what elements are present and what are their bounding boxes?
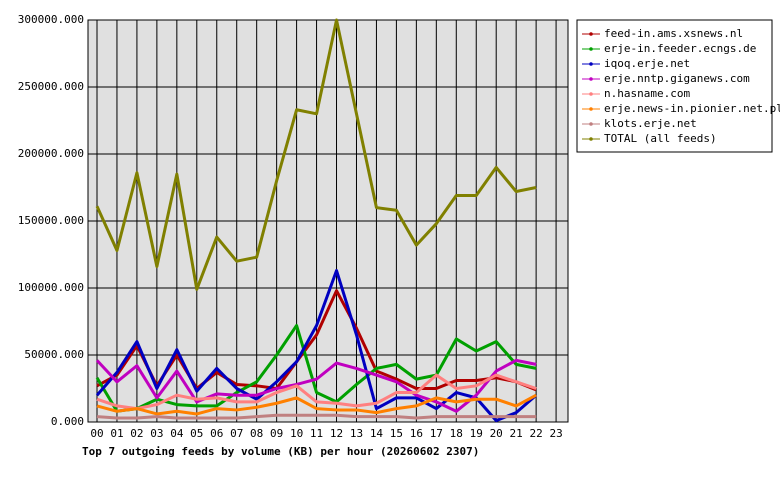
legend-label: erje.news-in.pionier.net.pl	[604, 102, 780, 115]
legend-label: erje-in.feeder.ecngs.de	[604, 42, 756, 55]
legend-label: iqoq.erje.net	[604, 57, 690, 70]
legend-dot	[589, 107, 593, 111]
x-tick-label: 02	[130, 427, 143, 440]
x-tick-label: 18	[450, 427, 463, 440]
legend-dot	[589, 77, 593, 81]
series-line	[96, 393, 537, 416]
x-tick-label: 17	[430, 427, 443, 440]
x-tick-label: 00	[90, 427, 103, 440]
y-tick-label: 100000.000	[18, 281, 84, 294]
x-tick-label: 20	[490, 427, 503, 440]
legend-label: feed-in.ams.xsnews.nl	[604, 27, 743, 40]
series-line	[95, 18, 537, 291]
y-tick-label: 300000.000	[18, 13, 84, 26]
series-line	[95, 269, 538, 423]
plot-border	[87, 19, 569, 423]
x-tick-label: 11	[310, 427, 323, 440]
x-tick-label: 05	[190, 427, 203, 440]
x-tick-label: 21	[510, 427, 523, 440]
legend-dot	[589, 122, 593, 126]
legend-box	[576, 19, 773, 153]
x-tick-label: 03	[150, 427, 163, 440]
legend-label: TOTAL (all feeds)	[604, 132, 717, 145]
series-line	[95, 324, 537, 413]
x-tick-label: 16	[410, 427, 423, 440]
legend-label: n.hasname.com	[604, 87, 690, 100]
legend-dot	[589, 92, 593, 96]
x-tick-label: 08	[250, 427, 263, 440]
x-tick-label: 13	[350, 427, 363, 440]
x-tick-label: 12	[330, 427, 343, 440]
legend-dot	[589, 137, 593, 141]
legend-label: erje.nntp.giganews.com	[604, 72, 750, 85]
chart-title: Top 7 outgoing feeds by volume (KB) per …	[82, 445, 479, 458]
x-tick-label: 15	[390, 427, 403, 440]
legend-label: klots.erje.net	[604, 117, 697, 130]
x-tick-label: 01	[110, 427, 123, 440]
x-tick-label: 23	[549, 427, 562, 440]
series-line	[95, 358, 537, 413]
x-tick-label: 10	[290, 427, 303, 440]
y-tick-label: 250000.000	[18, 80, 84, 93]
x-tick-label: 14	[370, 427, 384, 440]
series-line	[96, 413, 537, 420]
x-tick-label: 09	[270, 427, 283, 440]
y-tick-label: 150000.000	[18, 214, 84, 227]
x-tick-label: 04	[170, 427, 184, 440]
y-tick-label: 0.000	[51, 415, 84, 428]
legend-dot	[589, 47, 593, 51]
y-tick-label: 50000.000	[24, 348, 84, 361]
legend-dot	[589, 32, 593, 36]
legend-dot	[589, 62, 593, 66]
y-tick-label: 200000.000	[18, 147, 84, 160]
x-tick-label: 22	[529, 427, 542, 440]
x-tick-label: 07	[230, 427, 243, 440]
x-tick-label: 06	[210, 427, 223, 440]
x-tick-label: 19	[470, 427, 483, 440]
series-line	[96, 373, 537, 411]
